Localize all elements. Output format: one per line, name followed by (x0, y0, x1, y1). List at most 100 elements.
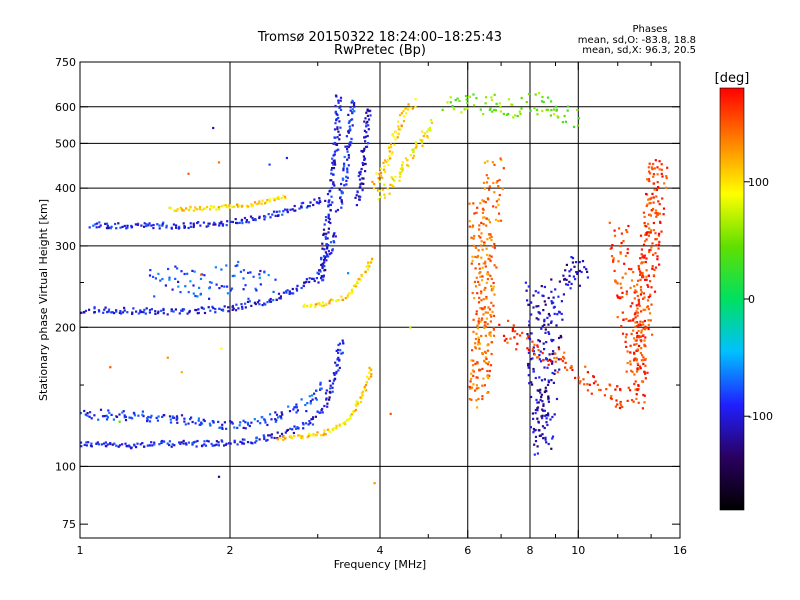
trace-point (660, 163, 663, 166)
trace-point (638, 268, 641, 271)
trace-point (656, 258, 659, 261)
trace-point (325, 389, 328, 392)
trace-point (471, 349, 474, 352)
trace-point (406, 108, 410, 111)
trace-point (363, 162, 366, 165)
trace-point (297, 434, 300, 437)
trace-point (658, 240, 661, 243)
trace-point (629, 351, 632, 354)
trace-point (158, 224, 161, 227)
trace-point (215, 440, 218, 443)
trace-point (231, 306, 234, 309)
trace-point (557, 295, 560, 298)
trace-point (148, 444, 152, 447)
trace-point (656, 255, 659, 258)
trace-point (379, 174, 382, 177)
trace-point (184, 285, 187, 288)
trace-point (320, 277, 323, 280)
trace-point (133, 443, 136, 446)
trace-point (196, 295, 199, 298)
trace-point (534, 408, 537, 412)
trace-point (347, 121, 350, 124)
trace-point (613, 269, 616, 272)
trace-point (354, 283, 357, 286)
trace-point (356, 190, 359, 193)
trace-point (401, 161, 404, 164)
trace-point (609, 397, 612, 400)
trace-point (209, 208, 212, 211)
trace-point (650, 303, 653, 306)
trace-point (632, 271, 635, 274)
trace-point (642, 211, 645, 214)
trace-point (474, 285, 478, 288)
y-tick-label: 75 (62, 518, 76, 531)
trace-point (542, 437, 545, 440)
trace-point (313, 198, 316, 201)
trace-point (642, 327, 645, 330)
trace-point (137, 414, 140, 417)
trace-point (356, 401, 359, 404)
trace-point (170, 310, 173, 313)
trace-point (97, 443, 101, 446)
trace-point (544, 414, 547, 417)
trace-point (468, 202, 471, 205)
trace-point (541, 352, 544, 355)
trace-point (542, 404, 545, 407)
trace-point (332, 233, 335, 236)
trace-point (334, 94, 338, 97)
trace-point (645, 233, 648, 236)
trace-point (527, 362, 530, 366)
trace-point (326, 405, 329, 408)
trace-point (237, 307, 240, 310)
trace-point (474, 347, 477, 350)
trace-point (525, 101, 528, 104)
trace-point (477, 317, 481, 320)
trace-point (478, 347, 481, 350)
trace-point (493, 108, 496, 111)
trace-point (411, 107, 415, 110)
trace-point (536, 452, 539, 455)
trace-point (658, 263, 661, 266)
trace-point (171, 288, 174, 291)
trace-point (576, 272, 579, 275)
trace-point (618, 296, 621, 299)
trace-point (286, 428, 289, 432)
trace-point (367, 261, 370, 264)
trace-point (105, 445, 108, 448)
trace-point (204, 444, 208, 447)
trace-point (470, 377, 473, 380)
trace-point (629, 363, 632, 366)
trace-point (105, 227, 109, 230)
trace-point (339, 96, 343, 99)
trace-point (217, 441, 220, 444)
trace-point (95, 442, 98, 445)
y-tick-label: 300 (55, 240, 76, 253)
trace-point (192, 284, 195, 287)
trace-point (258, 216, 261, 220)
trace-point (490, 235, 493, 238)
trace-point (482, 298, 485, 301)
trace-point (488, 333, 491, 336)
trace-point (647, 231, 650, 234)
trace-point (531, 412, 534, 415)
trace-point (391, 151, 394, 154)
trace-point (468, 220, 471, 223)
trace-point (544, 436, 547, 439)
trace-point (541, 433, 544, 436)
trace-point (398, 175, 401, 178)
trace-point (337, 348, 340, 351)
trace-point (478, 272, 481, 275)
trace-point (85, 444, 88, 447)
trace-point (202, 307, 205, 310)
trace-point (241, 441, 244, 444)
scatter-point (217, 475, 221, 478)
trace-point (171, 415, 174, 418)
trace-point (473, 234, 476, 238)
trace-point (270, 418, 273, 421)
trace-point (619, 244, 622, 248)
trace-point (333, 241, 336, 244)
trace-point (404, 107, 407, 110)
trace-point (538, 340, 541, 343)
trace-point (582, 378, 585, 381)
trace-point (363, 120, 366, 123)
